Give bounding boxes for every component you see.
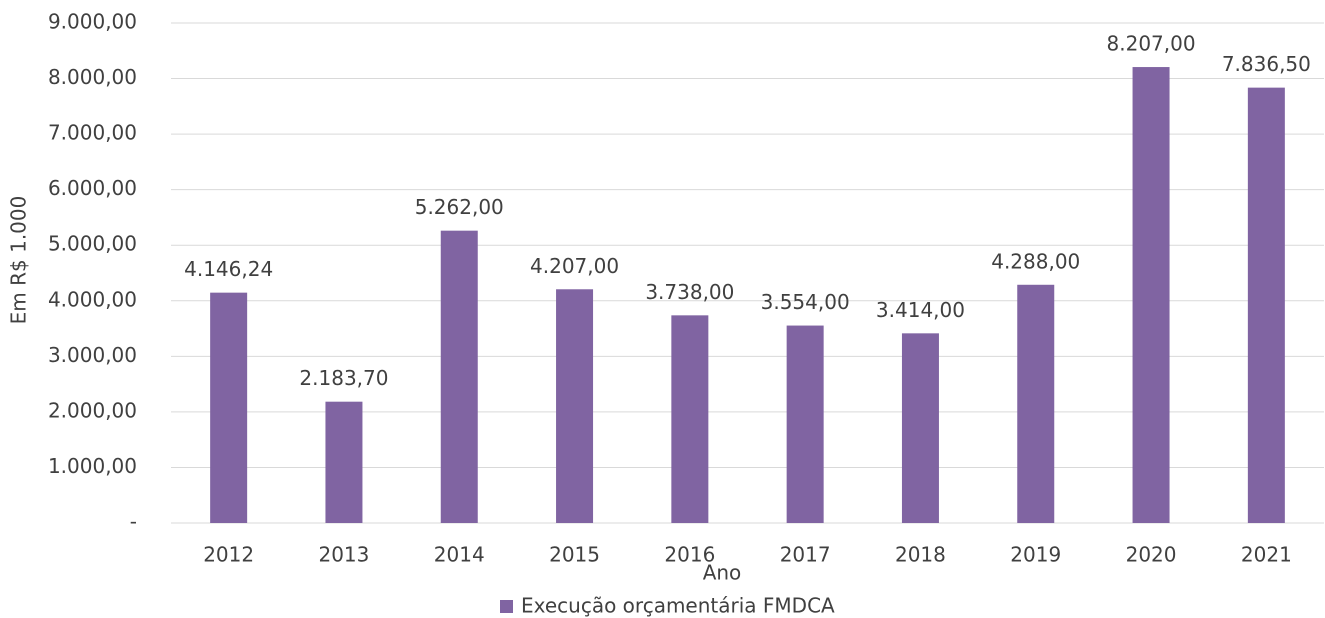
data-label: 4.146,24 bbox=[184, 257, 273, 281]
data-label: 7.836,50 bbox=[1222, 52, 1311, 76]
x-tick-label: 2012 bbox=[203, 543, 254, 567]
y-axis-label: Em R$ 1.000 bbox=[7, 196, 31, 325]
x-tick-label: 2020 bbox=[1126, 543, 1177, 567]
data-label: 3.554,00 bbox=[761, 290, 850, 314]
x-tick-label: 2013 bbox=[318, 543, 369, 567]
bar bbox=[325, 401, 363, 523]
legend-swatch bbox=[500, 600, 513, 613]
y-tick-label: 2.000,00 bbox=[48, 398, 137, 422]
bar bbox=[1247, 87, 1285, 523]
y-tick-label: 7.000,00 bbox=[48, 121, 137, 145]
x-tick-label: 2018 bbox=[895, 543, 946, 567]
y-tick-label: 9.000,00 bbox=[48, 10, 137, 34]
bar bbox=[901, 333, 939, 523]
data-label: 3.738,00 bbox=[645, 280, 734, 304]
bar bbox=[556, 289, 594, 523]
y-tick-label: 5.000,00 bbox=[48, 232, 137, 256]
y-tick-label: 6.000,00 bbox=[48, 176, 137, 200]
bar bbox=[786, 325, 824, 523]
y-tick-label: 8.000,00 bbox=[48, 65, 137, 89]
data-label: 4.288,00 bbox=[991, 249, 1080, 273]
data-label: 3.414,00 bbox=[876, 298, 965, 322]
data-label: 4.207,00 bbox=[530, 254, 619, 278]
data-label: 5.262,00 bbox=[415, 195, 504, 219]
y-tick-label: 4.000,00 bbox=[48, 287, 137, 311]
bar bbox=[210, 292, 248, 523]
x-tick-label: 2015 bbox=[549, 543, 600, 567]
data-label: 2.183,70 bbox=[299, 366, 388, 390]
y-tick-label: 3.000,00 bbox=[48, 343, 137, 367]
legend-label: Execução orçamentária FMDCA bbox=[521, 594, 835, 618]
x-tick-label: 2019 bbox=[1010, 543, 1061, 567]
bar bbox=[440, 230, 478, 523]
x-tick-label: 2014 bbox=[434, 543, 485, 567]
bar bbox=[671, 315, 709, 523]
y-tick-label: - bbox=[130, 510, 137, 534]
y-tick-label: 1.000,00 bbox=[48, 454, 137, 478]
x-axis-label: Ano bbox=[703, 561, 742, 585]
x-tick-label: 2021 bbox=[1241, 543, 1292, 567]
x-tick-label: 2016 bbox=[664, 543, 715, 567]
data-label: 8.207,00 bbox=[1107, 32, 1196, 56]
bar bbox=[1017, 284, 1055, 523]
bar bbox=[1132, 67, 1170, 524]
x-tick-label: 2017 bbox=[780, 543, 831, 567]
